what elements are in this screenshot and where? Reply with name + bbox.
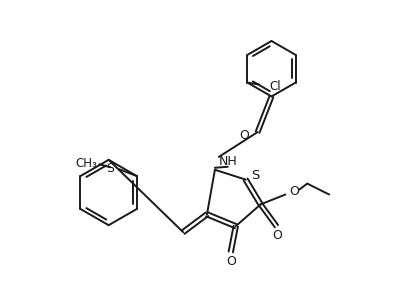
Text: Cl: Cl (269, 80, 281, 93)
Text: O: O (272, 229, 283, 242)
Text: O: O (289, 185, 299, 198)
Text: O: O (226, 255, 236, 268)
Text: NH: NH (218, 155, 237, 168)
Text: CH₃: CH₃ (75, 157, 97, 170)
Text: S: S (251, 169, 259, 182)
Text: S: S (106, 162, 114, 175)
Text: O: O (239, 129, 249, 142)
